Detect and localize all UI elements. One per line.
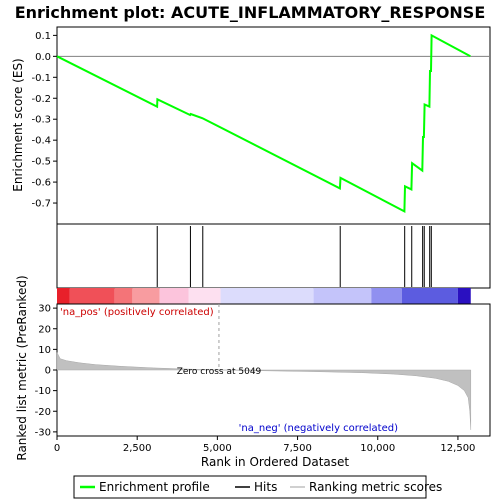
legend-enrichment-label: Enrichment profile bbox=[99, 480, 210, 494]
ranking-metric-area bbox=[56, 352, 472, 430]
colorbar-segment bbox=[401, 288, 458, 304]
rank-y-tick-label: 10 bbox=[38, 345, 51, 356]
rank-x-tick-label: 0 bbox=[54, 443, 60, 454]
rank-x-tick-label: 5,000 bbox=[203, 443, 232, 454]
rank-y-tick-label: -10 bbox=[35, 386, 51, 397]
enrichment-profile-line bbox=[56, 33, 471, 214]
colorbar-segment bbox=[114, 288, 133, 304]
es-y-tick-label: -0.6 bbox=[31, 178, 51, 189]
ranked-metric-panel: 30 20 10 0 -10 -20 -30 0 2,500 5,000 7,500 10,000 1… bbox=[15, 275, 491, 469]
colorbar-segment bbox=[69, 288, 115, 304]
rank-x-tick-label: 7,500 bbox=[283, 443, 312, 454]
colorbar-segment bbox=[457, 288, 471, 304]
rank-y-ticks: 30 20 10 0 -10 -20 -30 bbox=[35, 304, 57, 438]
colorbar-segment bbox=[57, 288, 70, 304]
es-y-tick-label: 0.0 bbox=[35, 52, 51, 63]
rank-x-axis-title: Rank in Ordered Dataset bbox=[201, 455, 349, 469]
colorbar-segment bbox=[188, 288, 221, 304]
rank-x-tick-label: 2,500 bbox=[123, 443, 152, 454]
colorbar-segment bbox=[132, 288, 160, 304]
chart-title: Enrichment plot: ACUTE_INFLAMMATORY_RESP… bbox=[15, 3, 486, 22]
es-y-tick-label: -0.3 bbox=[31, 115, 51, 126]
hits-frame bbox=[56, 223, 491, 289]
rank-y-tick-label: 30 bbox=[38, 304, 51, 315]
hit-lines bbox=[156, 226, 432, 287]
colorbar-segment bbox=[313, 288, 372, 304]
negative-correlation-label: 'na_neg' (negatively correlated) bbox=[239, 423, 398, 434]
es-y-axis-title: Enrichment score (ES) bbox=[11, 58, 25, 191]
rank-x-tick-label: 12,500 bbox=[440, 443, 475, 454]
hits-panel bbox=[56, 223, 491, 289]
legend: Enrichment profile Hits Ranking metric s… bbox=[73, 475, 442, 499]
rank-y-axis-title: Ranked list metric (PreRanked) bbox=[15, 275, 29, 460]
rank-y-tick-label: 0 bbox=[45, 366, 51, 377]
rank-y-tick-label: -30 bbox=[35, 427, 51, 438]
legend-hits-label: Hits bbox=[254, 480, 277, 494]
es-y-tick-label: -0.5 bbox=[31, 157, 51, 168]
rank-y-tick-label: 20 bbox=[38, 324, 51, 335]
es-y-tick-label: -0.7 bbox=[31, 199, 51, 210]
es-y-ticks: 0.1 0.0 -0.1 -0.2 -0.3 -0.4 -0.5 -0.6 -0.7 bbox=[31, 31, 57, 210]
colorbar-segment bbox=[159, 288, 189, 304]
colorbar-segment bbox=[220, 288, 314, 304]
es-y-tick-label: 0.1 bbox=[35, 31, 51, 42]
rank-x-tick-label: 10,000 bbox=[360, 443, 395, 454]
rank-y-tick-label: -20 bbox=[35, 407, 51, 418]
legend-ranking-label: Ranking metric scores bbox=[309, 480, 442, 494]
es-panel: 0.1 0.0 -0.1 -0.2 -0.3 -0.4 -0.5 -0.6 -0.7 Enric… bbox=[11, 26, 491, 225]
positive-correlation-label: 'na_pos' (positively correlated) bbox=[60, 307, 214, 318]
colorbar-segment bbox=[371, 288, 402, 304]
rank-colorbar bbox=[57, 288, 471, 304]
zero-cross-label: Zero cross at 5049 bbox=[177, 367, 262, 377]
es-y-tick-label: -0.1 bbox=[31, 73, 51, 84]
es-y-tick-label: -0.4 bbox=[31, 136, 51, 147]
rank-x-ticks: 0 2,500 5,000 7,500 10,000 12,500 bbox=[54, 436, 475, 454]
es-y-tick-label: -0.2 bbox=[31, 94, 51, 105]
es-frame bbox=[56, 26, 491, 225]
